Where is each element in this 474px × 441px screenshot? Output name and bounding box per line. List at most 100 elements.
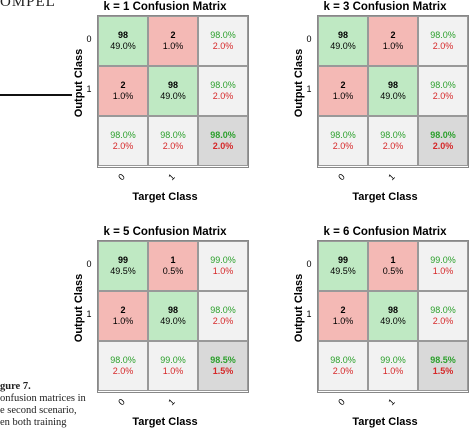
caption-line: onfusion matrices in [0, 393, 86, 404]
matrix-grid: 98 49.0% 2 1.0% 98.0% 2.0% 2 1.0% 98 49.0% 98.0% 2.… [97, 15, 249, 168]
cell-percent: 49.0% [110, 41, 136, 51]
y-tick-label: 1 [306, 309, 312, 319]
matrix-cell: 98.0% 2.0% [368, 116, 418, 166]
matrix-cell: 98 49.0% [148, 66, 198, 116]
cell-correct-rate: 98.0% [210, 130, 236, 140]
cell-correct-rate: 98.0% [210, 305, 236, 315]
y-tick-label: 0 [86, 34, 92, 44]
matrix-cell: 99.0% 1.0% [368, 341, 418, 391]
matrix-cell: 99.0% 1.0% [418, 241, 468, 291]
matrix-cell: 98.0% 2.0% [198, 66, 248, 116]
matrix-cell: 99.0% 1.0% [148, 341, 198, 391]
cell-percent: 49.5% [110, 266, 136, 276]
matrix-cell: 2 1.0% [368, 16, 418, 66]
matrix-cell: 98.0% 2.0% [318, 116, 368, 166]
cell-error-rate: 1.5% [432, 366, 454, 376]
matrix-cell: 98.0% 2.0% [148, 116, 198, 166]
cell-correct-rate: 99.0% [430, 255, 456, 265]
matrix-cell: 98.5% 1.5% [198, 341, 248, 391]
matrix-cell: 2 1.0% [318, 66, 368, 116]
matrix-cell: 98.0% 2.0% [198, 291, 248, 341]
cell-percent: 49.0% [160, 316, 186, 326]
cell-count: 98 [337, 30, 348, 40]
cell-count: 98 [117, 30, 128, 40]
cell-error-rate: 1.0% [382, 366, 404, 376]
y-tick-label: 0 [306, 259, 312, 269]
matrix-cell: 98 49.0% [368, 66, 418, 116]
y-axis-label: Output Class [293, 48, 305, 118]
y-tick-label: 0 [86, 259, 92, 269]
cell-count: 1 [390, 255, 396, 265]
cell-correct-rate: 99.0% [160, 355, 186, 365]
x-tick-label: 0 [116, 171, 127, 183]
cell-count: 2 [170, 30, 176, 40]
matrix-cell: 98.0% 2.0% [418, 16, 468, 66]
matrix-cell: 98 49.0% [148, 291, 198, 341]
cell-percent: 1.0% [332, 91, 354, 101]
cell-correct-rate: 98.0% [430, 130, 456, 140]
cell-percent: 0.5% [382, 266, 404, 276]
y-tick-label: 1 [306, 84, 312, 94]
x-tick-label: 1 [386, 396, 397, 408]
cell-correct-rate: 98.0% [330, 130, 356, 140]
cell-error-rate: 1.5% [212, 366, 234, 376]
cell-count: 2 [390, 30, 396, 40]
cell-error-rate: 2.0% [432, 141, 454, 151]
chart-title: k = 5 Confusion Matrix [103, 226, 227, 238]
cell-error-rate: 2.0% [212, 41, 234, 51]
y-tick-label: 0 [306, 34, 312, 44]
cell-percent: 1.0% [112, 316, 134, 326]
figure-caption: gure 7. onfusion matrices in e second sc… [0, 381, 86, 429]
cell-percent: 49.0% [380, 316, 406, 326]
x-tick-label: 0 [336, 171, 347, 183]
matrix-cell: 98.0% 2.0% [98, 116, 148, 166]
cell-correct-rate: 98.0% [110, 355, 136, 365]
y-axis-label: Output Class [73, 273, 85, 343]
cell-error-rate: 2.0% [332, 366, 354, 376]
cell-count: 2 [120, 80, 126, 90]
cell-percent: 49.5% [330, 266, 356, 276]
matrix-cell: 98 49.0% [98, 16, 148, 66]
cell-count: 98 [167, 305, 178, 315]
cell-percent: 49.0% [380, 91, 406, 101]
cell-count: 1 [170, 255, 176, 265]
chart-title: k = 6 Confusion Matrix [323, 226, 447, 238]
cell-count: 98 [167, 80, 178, 90]
cell-error-rate: 2.0% [432, 91, 454, 101]
matrix-cell: 98.0% 2.0% [418, 66, 468, 116]
chart-title: k = 1 Confusion Matrix [103, 1, 227, 13]
cell-correct-rate: 98.0% [430, 305, 456, 315]
matrix-cell: 98 49.0% [318, 16, 368, 66]
cell-percent: 1.0% [382, 41, 404, 51]
caption-line: e second scenario, [0, 405, 77, 416]
cell-error-rate: 2.0% [112, 141, 134, 151]
cell-error-rate: 2.0% [432, 41, 454, 51]
x-tick-label: 1 [166, 396, 177, 408]
matrix-cell: 98.0% 2.0% [418, 116, 468, 166]
matrix-cell: 98.5% 1.5% [418, 341, 468, 391]
y-tick-label: 1 [86, 84, 92, 94]
y-tick-label: 1 [86, 309, 92, 319]
x-tick-label: 0 [336, 396, 347, 408]
x-tick-label: 0 [116, 396, 127, 408]
y-axis-label: Output Class [73, 48, 85, 118]
matrix-cell: 98 49.0% [368, 291, 418, 341]
rule-line [0, 94, 72, 96]
cell-correct-rate: 98.0% [430, 80, 456, 90]
cell-correct-rate: 98.5% [210, 355, 236, 365]
cell-correct-rate: 98.0% [160, 130, 186, 140]
cell-error-rate: 1.0% [432, 266, 454, 276]
cell-count: 98 [387, 305, 398, 315]
cell-error-rate: 1.0% [212, 266, 234, 276]
cell-error-rate: 2.0% [332, 141, 354, 151]
cell-error-rate: 2.0% [112, 366, 134, 376]
cell-count: 2 [340, 305, 346, 315]
cell-percent: 1.0% [112, 91, 134, 101]
matrix-cell: 98.0% 2.0% [418, 291, 468, 341]
confusion-matrix-panel: k = 1 Confusion Matrix Output Class Target… [73, 0, 250, 206]
matrix-cell: 2 1.0% [148, 16, 198, 66]
y-axis-label: Output Class [293, 273, 305, 343]
matrix-cell: 99 49.5% [318, 241, 368, 291]
cell-error-rate: 2.0% [212, 91, 234, 101]
cell-correct-rate: 98.0% [380, 130, 406, 140]
